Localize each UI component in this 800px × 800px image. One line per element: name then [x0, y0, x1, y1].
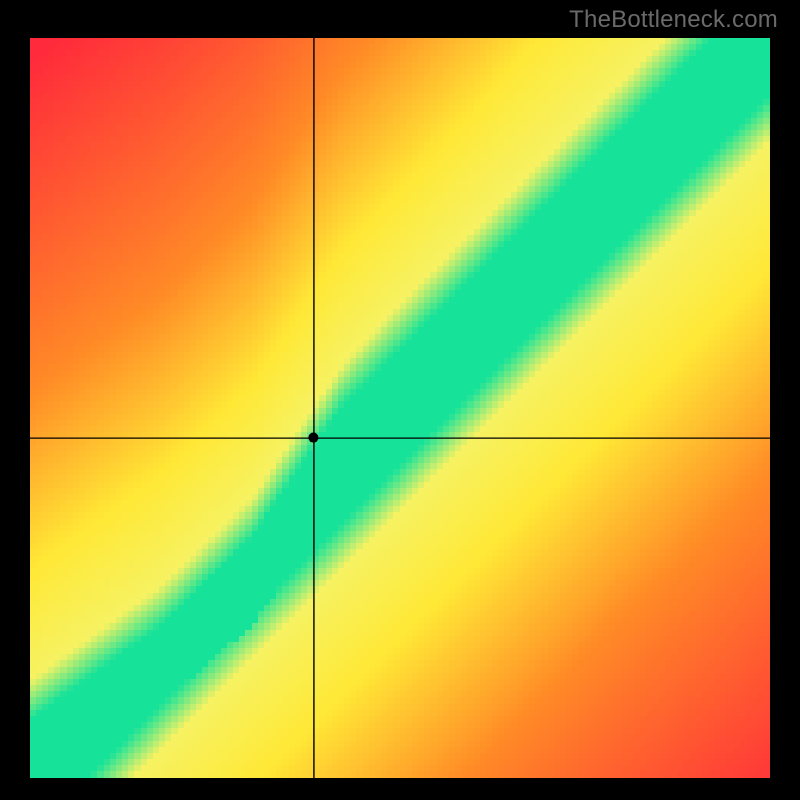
- watermark-text: TheBottleneck.com: [569, 6, 778, 34]
- chart-container: TheBottleneck.com: [0, 0, 800, 800]
- heatmap-canvas: [30, 38, 770, 778]
- heatmap-plot: [30, 38, 770, 778]
